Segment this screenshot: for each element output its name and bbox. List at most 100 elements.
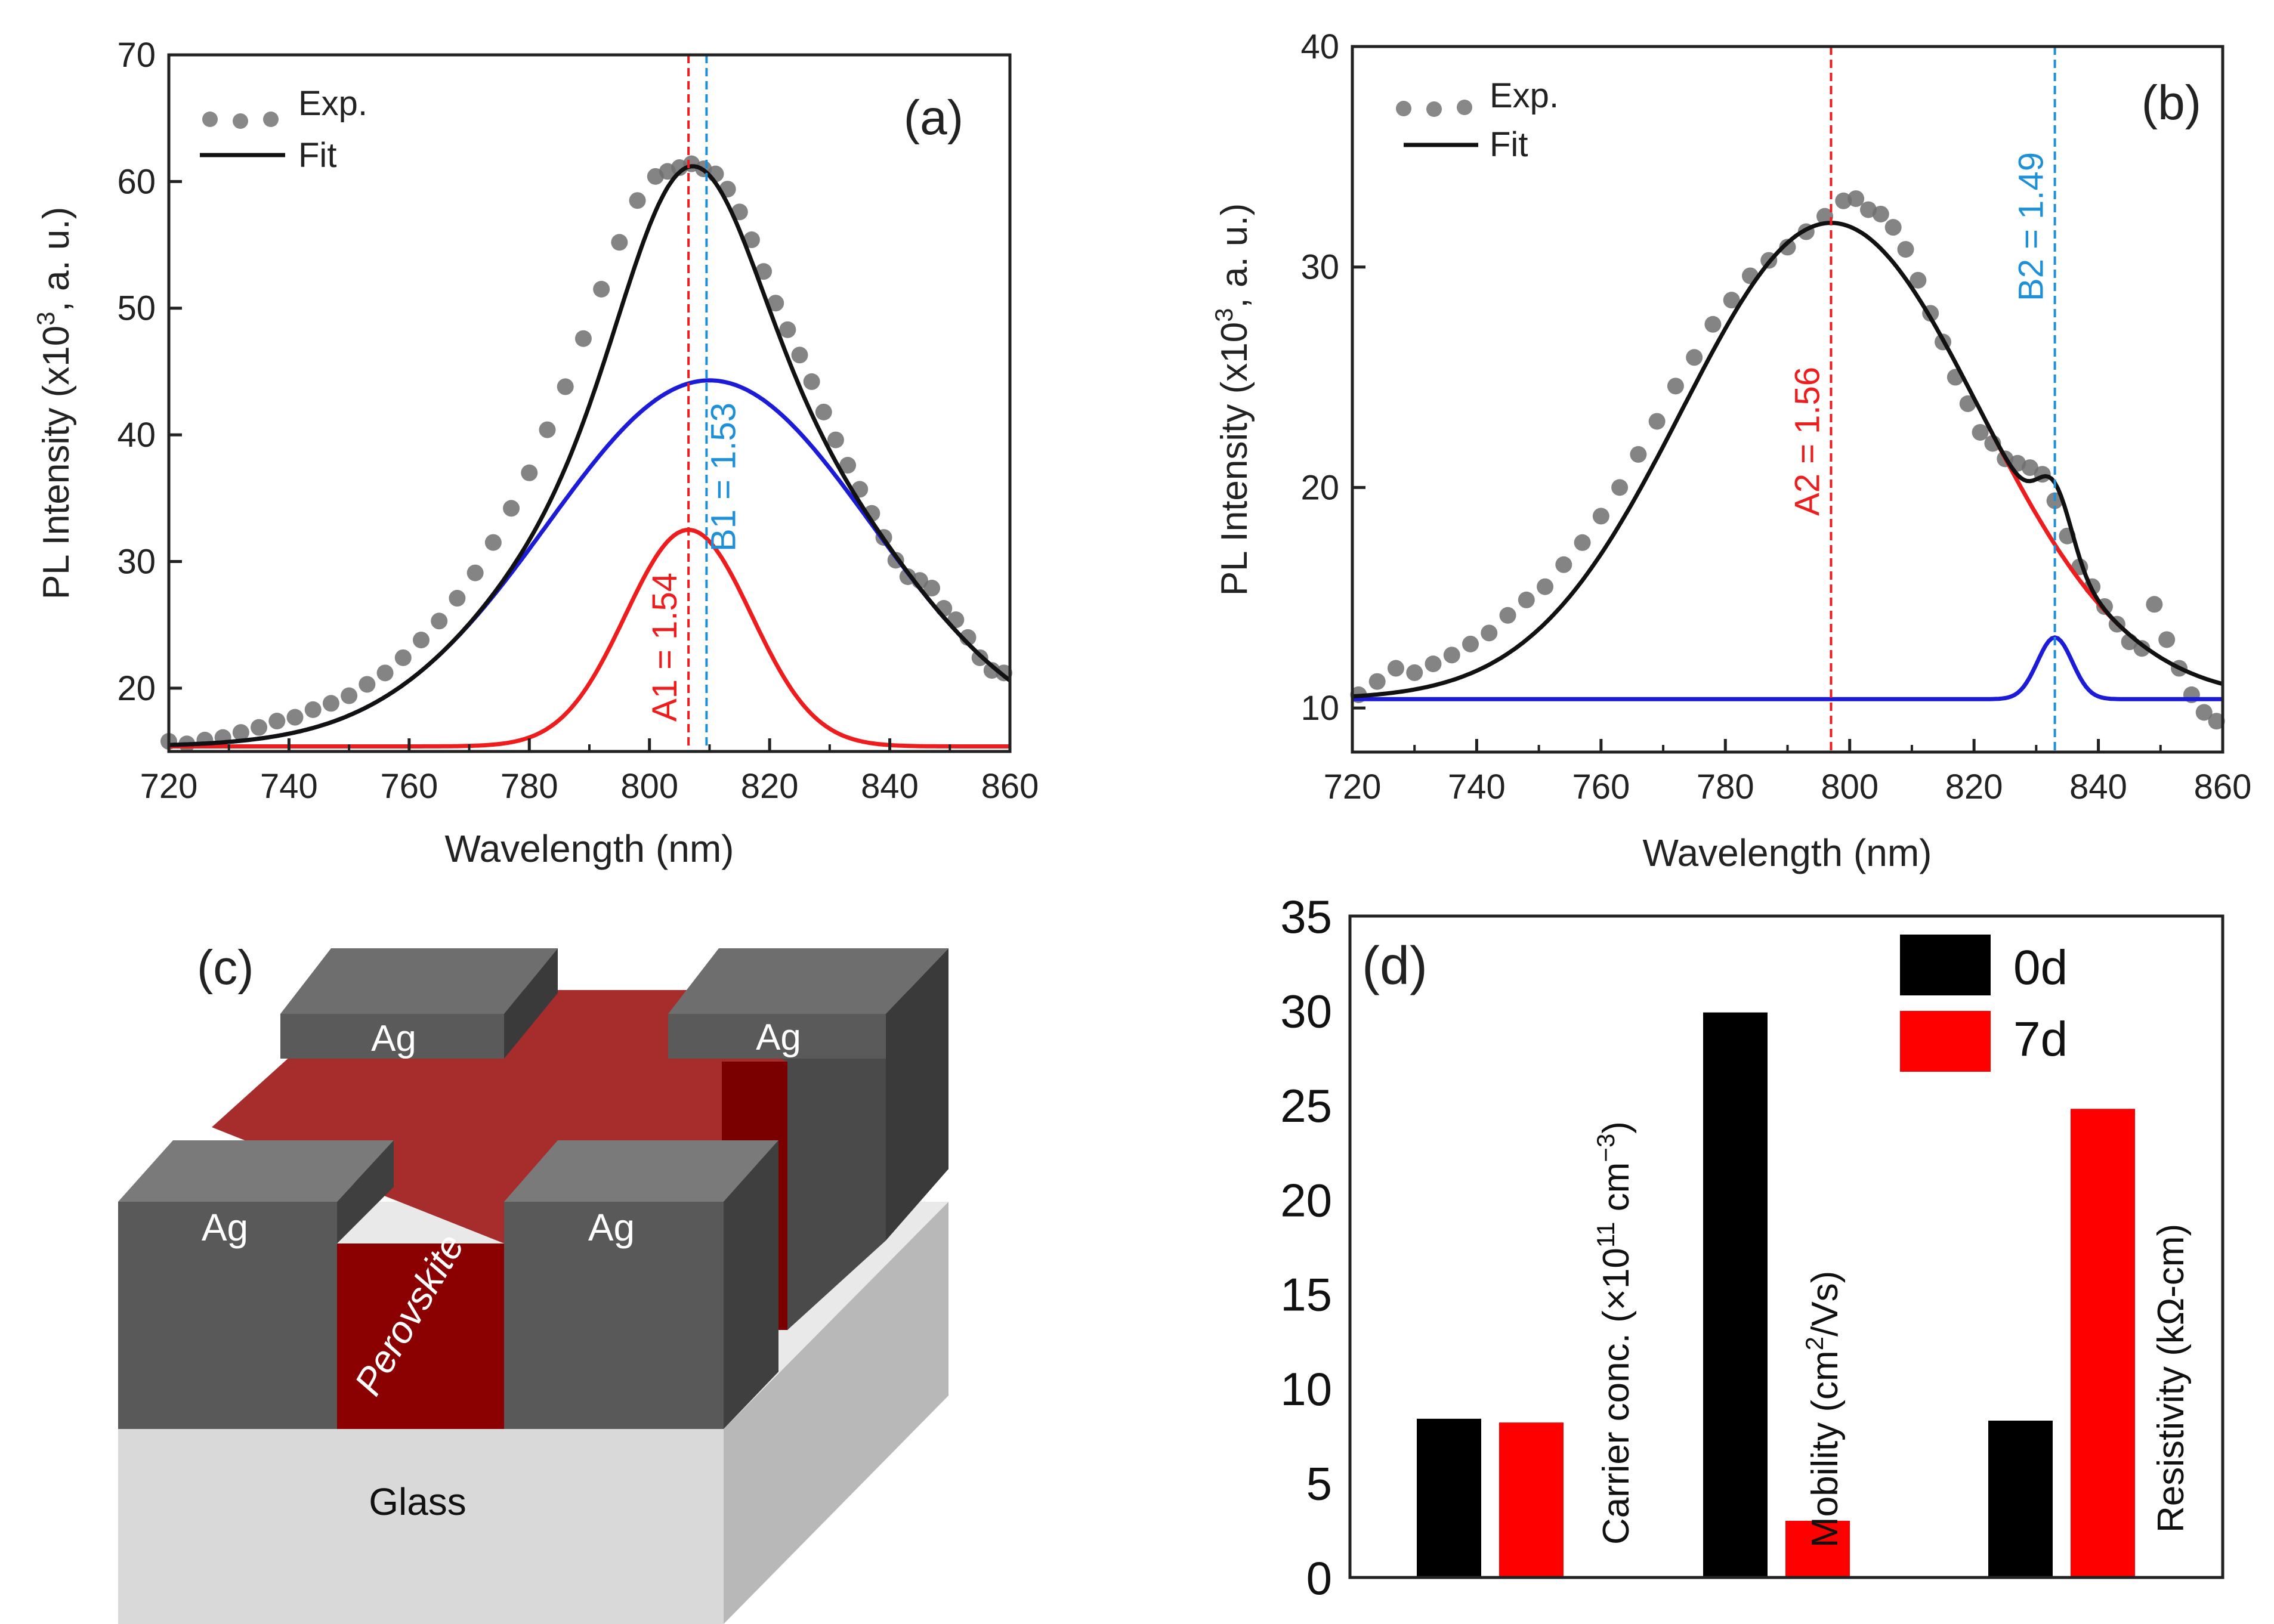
exp-data-point [1499,607,1516,624]
y-tick-label: 20 [1300,468,1339,507]
exp-data-point [1574,534,1591,551]
exp-data-point [593,280,610,298]
y-tick-label: 40 [117,416,156,454]
contact-label: Ag [588,1206,635,1249]
contact-front-left-top [118,1140,394,1202]
exp-data-point [484,534,502,551]
exp-data-point [539,421,556,438]
x-tick-label: 800 [620,767,678,806]
y-tick-label: 70 [117,36,156,75]
glass-side-face [724,1202,948,1624]
exp-data-point [611,234,628,251]
panel-a-curves [168,164,1012,748]
exp-data-point [1959,395,1976,412]
contact-back-right-pad [668,1014,886,1059]
panel-a-xlabel: Wavelength (nm) [445,827,734,870]
panel-b-xlabel: Wavelength (nm) [1643,831,1932,874]
panel-a-vlines: A1 = 1.54 B1 = 1.53 [645,55,743,751]
category-label-carrier: Carrier conc. (×1011 cm−3) [1592,1121,1637,1545]
exp-data-point [268,713,286,730]
panel-c-label: (c) [197,941,254,995]
exp-data-point [1667,378,1684,395]
exp-data-point [1704,315,1722,333]
fit-component-B1 [168,378,1012,747]
y-tick-label: 15 [1280,1269,1332,1321]
contact-front-left-front [118,1202,337,1429]
y-tick-label: 5 [1306,1458,1332,1510]
x-tick-label: 760 [380,767,438,806]
exp-data-point [629,192,646,209]
legend-exp-dot [1426,101,1442,117]
exp-data-point [2133,640,2151,657]
contact-front-right-front [504,1202,724,1429]
panel-d-frame [1348,914,2224,1579]
exp-data-point [1537,578,1554,595]
panel-b-curves [1352,221,2223,701]
legend-exp-label: Exp. [298,84,367,123]
y-tick-label: 30 [117,542,156,581]
y-tick-label: 35 [1280,890,1332,943]
exp-data-point [1723,292,1740,309]
y-tick-label: 30 [1280,985,1332,1037]
exp-data-point [251,719,268,736]
exp-data-point [376,664,394,682]
contact-back-left-side [504,948,558,1059]
panel-d: 0 5 10 15 20 25 30 35 (d) Carrier conc. (×1011 … [1280,890,2224,1604]
exp-data-point [1555,556,1572,573]
panel-d-category-labels: Carrier conc. (×1011 cm−3) Mobility (cm2… [1592,1121,2192,1548]
contact-front-left-side [337,1140,394,1243]
exp-data-point [2158,631,2176,648]
exp-data-point [394,649,412,666]
exp-data-point [1779,239,1796,256]
exp-data-point [827,431,844,448]
contact-label: Ag [202,1206,248,1249]
panel-b-vlines: A2 = 1.56 B2 = 1.49 [1788,47,2056,752]
contact-back-left-pad [280,1014,504,1059]
bar-0d [1417,1418,1481,1577]
peak-label: B1 = 1.53 [704,403,743,552]
exp-data-point [767,295,784,312]
bar-0d [1988,1421,2053,1577]
x-tick-label: 820 [741,767,799,806]
x-tick-label: 860 [981,767,1039,806]
legend-swatch-7d [1900,1011,1991,1072]
exp-data-point [413,632,430,649]
legend-swatch-0d [1900,935,1991,995]
exp-data-point [815,403,832,420]
fit-total-curve [168,164,1012,747]
contact-back-right-top [668,948,948,1014]
exp-data-point [466,564,484,581]
y-tick-label: 20 [117,669,156,708]
exp-data-point [322,695,339,712]
exp-data-point [521,464,538,481]
y-tick-label: 50 [117,289,156,328]
y-tick-label: 10 [1300,689,1339,728]
exp-data-point [449,590,466,607]
exp-data-point [1648,413,1666,430]
panel-a-label: (a) [904,91,963,145]
exp-data-point [1443,646,1460,664]
y-tick-label: 40 [1300,27,1339,66]
exp-data-point [1897,241,1914,258]
exp-data-point [2021,459,2038,477]
exp-data-point [779,321,796,338]
contact-front-right-side [724,1140,778,1429]
exp-data-point [1816,208,1834,225]
y-tick-label: 0 [1306,1552,1332,1604]
legend-exp-dot [263,112,279,127]
panel-b-legend: Exp. Fit [1396,76,1559,164]
exp-data-point [359,676,376,693]
exp-data-point [1630,446,1647,463]
panel-d-ticks: 0 5 10 15 20 25 30 35 [1280,890,1332,1604]
panel-b-ylabel: PL Intensity (x103, a. u.) [1210,203,1255,596]
exp-data-point [1518,591,1535,608]
x-tick-label: 780 [1697,768,1754,806]
contact-label: Ag [756,1017,801,1058]
legend-exp-dot [1457,100,1472,115]
exp-data-point [803,373,820,390]
exp-data-point [503,500,520,517]
contact-back-left-top [280,948,558,1014]
exp-data-point [755,263,773,280]
peak-label: A2 = 1.56 [1788,367,1827,516]
